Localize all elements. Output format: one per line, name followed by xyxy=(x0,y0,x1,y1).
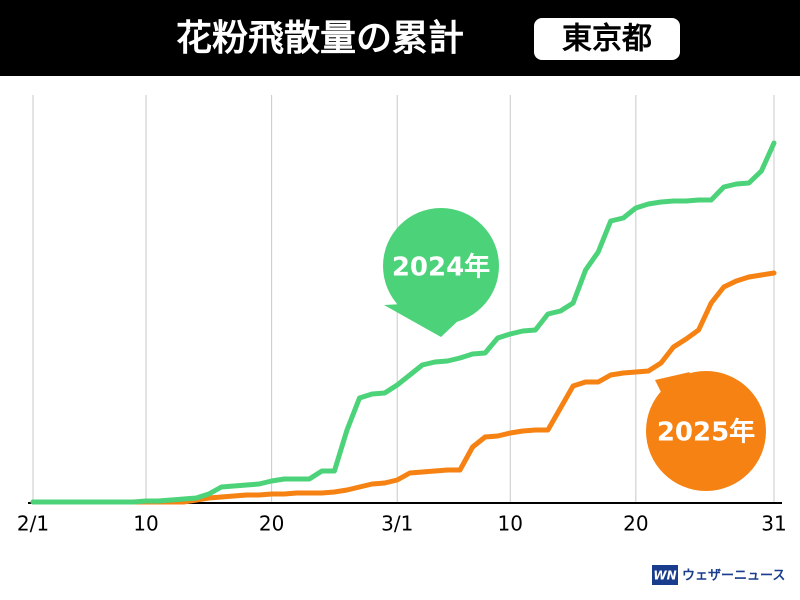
logo-text: WN xyxy=(653,569,676,583)
bubble xyxy=(646,371,766,491)
x-tick-label: 10 xyxy=(133,512,158,536)
region-label: 東京都 xyxy=(562,22,652,57)
x-tick-label: 10 xyxy=(498,512,523,536)
series-line xyxy=(30,140,777,505)
chart-title: 花粉飛散量の累計 xyxy=(176,18,464,59)
x-tick-label: 31 xyxy=(761,512,786,536)
x-tick-label: 20 xyxy=(623,512,648,536)
bubble xyxy=(383,208,499,324)
lines xyxy=(30,140,777,505)
series-label: 2025年 xyxy=(657,417,755,448)
x-tick-label: 2/1 xyxy=(17,512,49,536)
series-label: 2024年 xyxy=(392,252,490,283)
grid: 2/1 10 20 3/1 10 20 31 xyxy=(17,95,787,536)
region-badge xyxy=(534,18,680,60)
source-label: ウェザーニュース xyxy=(682,569,785,584)
x-tick-label: 3/1 xyxy=(381,512,413,536)
logo-mark xyxy=(652,565,678,585)
x-tick-label: 20 xyxy=(259,512,284,536)
